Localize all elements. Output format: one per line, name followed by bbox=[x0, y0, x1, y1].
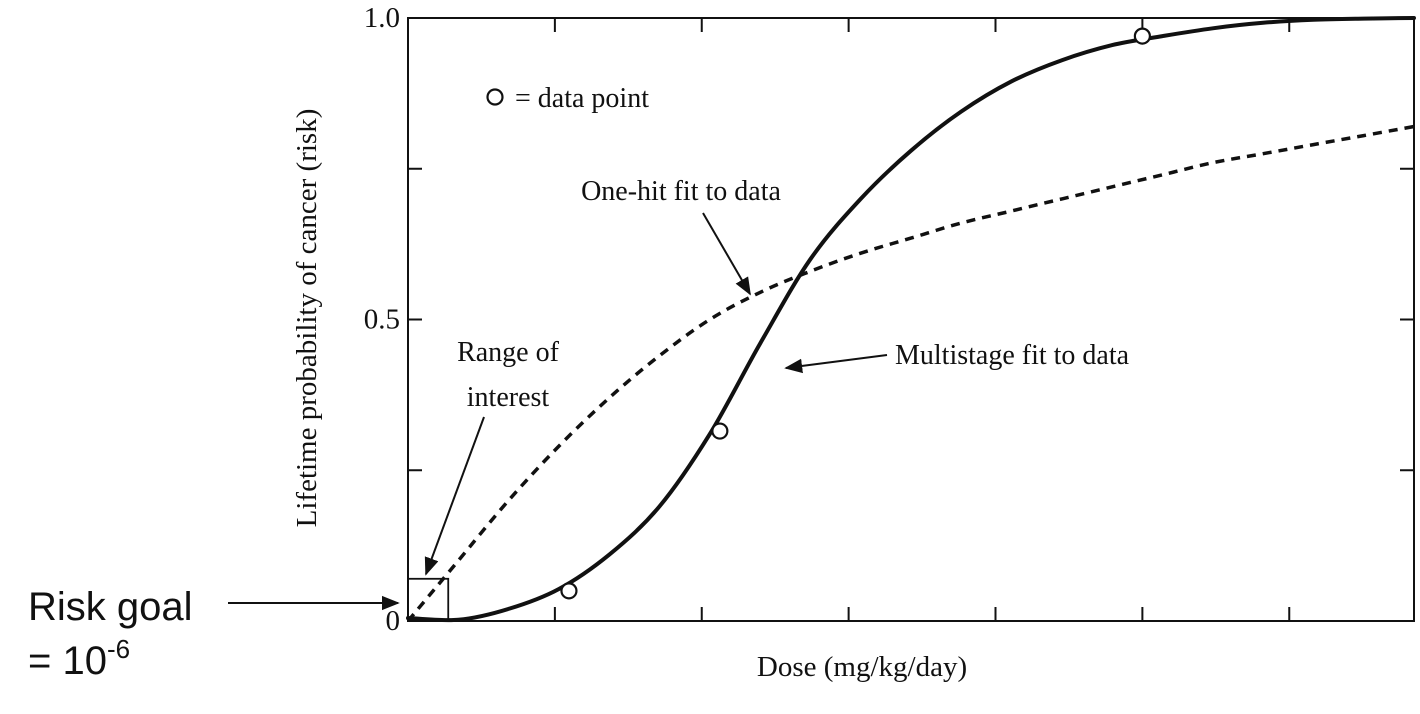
risk-goal-prefix: = 10 bbox=[28, 639, 107, 683]
x-axis-label: Dose (mg/kg/day) bbox=[757, 651, 967, 683]
range-arrow bbox=[424, 416, 485, 576]
one-hit-fit-curve bbox=[406, 124, 1415, 623]
range-label-line1: Range of bbox=[457, 337, 560, 368]
y-tick-labels: 0 0.5 1.0 bbox=[364, 2, 400, 637]
multistage-fit-curve bbox=[406, 16, 1416, 623]
data-point bbox=[560, 582, 578, 600]
y-axis-label: Lifetime probability of cancer (risk) bbox=[291, 109, 323, 528]
legend-marker-icon bbox=[486, 88, 504, 106]
risk-goal-label: Risk goal bbox=[28, 585, 193, 629]
range-label-line2: interest bbox=[467, 382, 550, 413]
data-point bbox=[711, 422, 729, 440]
range-of-interest-box bbox=[407, 577, 450, 622]
risk-goal-exponent: -6 bbox=[107, 634, 130, 664]
multistage-annotation: Multistage fit to data bbox=[895, 340, 1130, 371]
y-tick-label: 1.0 bbox=[364, 2, 400, 34]
risk-goal-value: = 10-6 bbox=[28, 634, 130, 683]
one-hit-annotation: One-hit fit to data bbox=[581, 176, 781, 207]
y-tick-label: 0.5 bbox=[364, 304, 400, 336]
legend-label: = data point bbox=[515, 83, 649, 114]
multistage-arrow bbox=[784, 354, 888, 374]
one-hit-arrow bbox=[702, 212, 751, 296]
y-tick-label: 0 bbox=[386, 605, 401, 637]
data-points bbox=[560, 27, 1151, 600]
data-point bbox=[1133, 27, 1151, 45]
